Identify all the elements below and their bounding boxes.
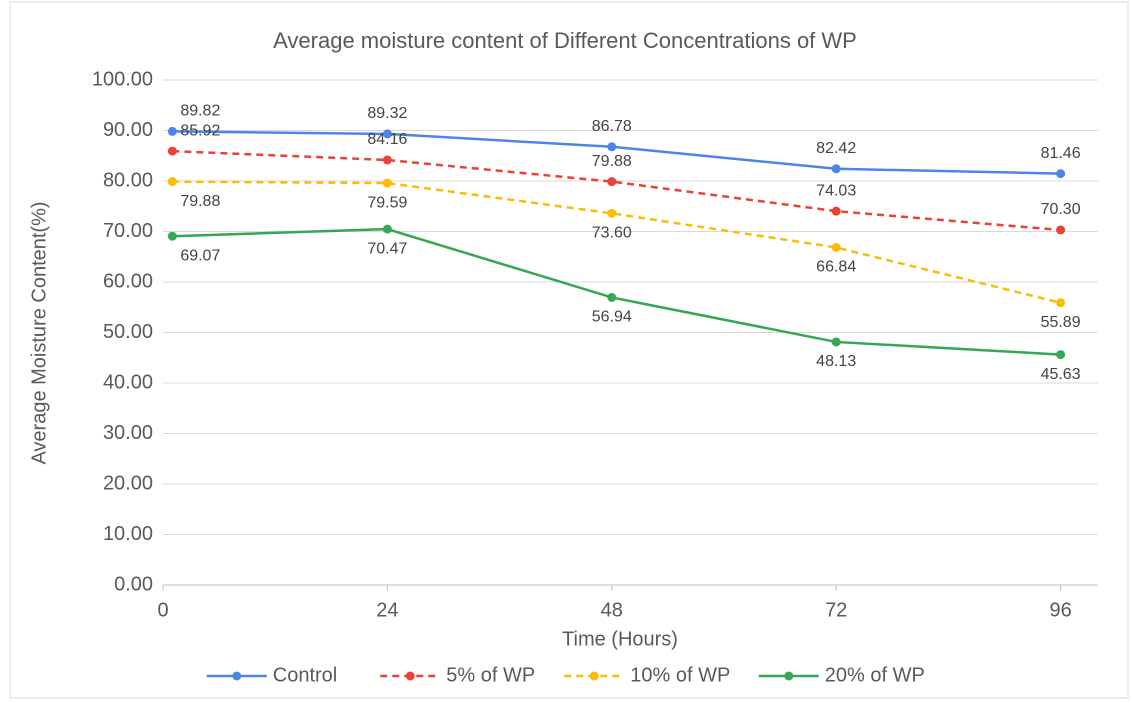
data-point: [831, 164, 841, 174]
legend-marker: [232, 671, 242, 681]
x-tick-label: 72: [825, 599, 847, 621]
data-label: 85.92: [180, 122, 220, 139]
y-axis-title: Average Moisture Content(%): [28, 201, 50, 464]
data-label: 70.30: [1041, 201, 1081, 218]
x-tick-label: 48: [601, 599, 623, 621]
data-point: [1056, 350, 1066, 360]
y-tick-label: 100.00: [92, 68, 153, 90]
y-tick-label: 80.00: [103, 169, 153, 191]
data-label: 82.42: [816, 140, 856, 157]
data-label: 73.60: [592, 225, 632, 242]
data-point: [607, 208, 617, 218]
data-point: [831, 242, 841, 252]
chart-frame: [9, 1, 1129, 699]
legend-marker: [405, 671, 415, 681]
data-point: [167, 126, 177, 136]
data-label: 55.89: [1041, 314, 1081, 331]
data-label: 70.47: [367, 240, 407, 257]
legend-marker: [589, 671, 599, 681]
y-tick-label: 10.00: [103, 523, 153, 545]
series-line: [172, 180, 1061, 304]
data-label: 79.88: [592, 153, 632, 170]
y-tick-label: 0.00: [114, 573, 153, 595]
data-point: [167, 177, 177, 187]
x-tick-label: 96: [1049, 599, 1071, 621]
data-point: [1056, 225, 1066, 235]
data-point: [607, 177, 617, 187]
legend-label: Control: [273, 664, 337, 686]
y-tick-label: 90.00: [103, 119, 153, 141]
y-tick-label: 70.00: [103, 220, 153, 242]
y-tick-label: 30.00: [103, 422, 153, 444]
data-point: [1056, 169, 1066, 179]
data-point: [831, 337, 841, 347]
data-label: 79.59: [367, 194, 407, 211]
y-tick-label: 40.00: [103, 371, 153, 393]
data-label: 74.03: [816, 182, 856, 199]
data-point: [607, 142, 617, 152]
x-tick-label: 0: [157, 599, 168, 621]
data-label: 66.84: [816, 259, 856, 276]
y-tick-label: 20.00: [103, 472, 153, 494]
data-label: 89.32: [367, 105, 407, 122]
data-point: [831, 206, 841, 216]
data-point: [382, 155, 392, 165]
chart-title: Average moisture content of Different Co…: [273, 28, 857, 53]
data-label: 86.78: [592, 118, 632, 135]
data-point: [382, 224, 392, 234]
legend-label: 5% of WP: [446, 664, 535, 686]
y-tick-label: 60.00: [103, 270, 153, 292]
x-axis-title: Time (Hours): [562, 628, 678, 650]
data-label: 81.46: [1041, 145, 1081, 162]
data-label: 84.16: [367, 131, 407, 148]
data-label: 56.94: [592, 309, 632, 326]
data-point: [382, 129, 392, 139]
data-label: 69.07: [180, 247, 220, 264]
data-label: 89.82: [180, 103, 220, 120]
x-tick-label: 24: [376, 599, 398, 621]
data-label: 48.13: [816, 353, 856, 370]
data-point: [167, 231, 177, 241]
data-point: [382, 178, 392, 188]
data-label: 45.63: [1041, 366, 1081, 383]
legend-label: 20% of WP: [825, 664, 925, 686]
data-label: 79.88: [180, 193, 220, 210]
y-tick-label: 50.00: [103, 321, 153, 343]
legend-marker: [784, 671, 794, 681]
data-point: [607, 292, 617, 302]
data-point: [1056, 298, 1066, 308]
legend-label: 10% of WP: [630, 664, 730, 686]
data-point: [167, 146, 177, 156]
